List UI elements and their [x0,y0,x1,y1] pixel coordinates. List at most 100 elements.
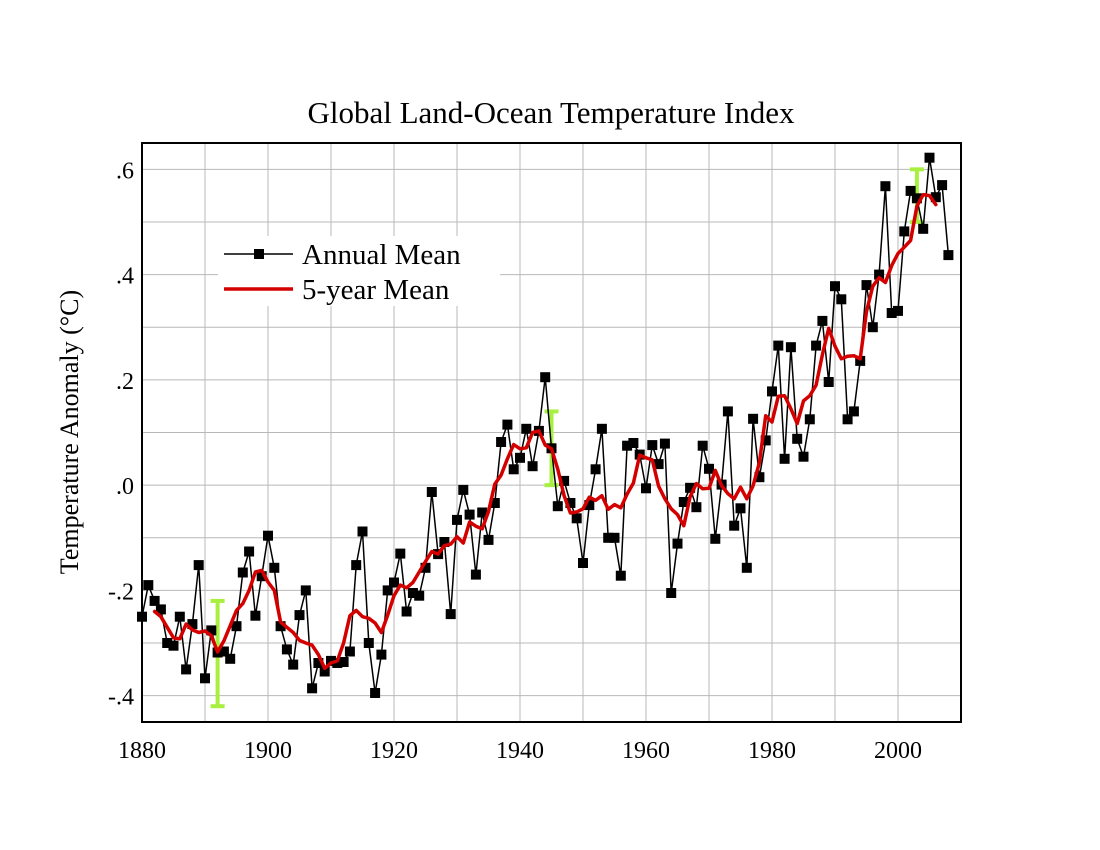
annual-mean-point [691,502,702,513]
annual-mean-point [508,464,519,475]
annual-mean-point [823,377,834,387]
plot-frame [141,142,962,723]
annual-mean-point [363,638,374,648]
annual-mean-point [603,532,614,543]
five-year-mean-line [152,192,938,671]
annual-mean-point [722,406,733,417]
annual-mean-point [275,621,286,632]
x-axis-tick-labels: 1880 1900 1920 1940 1960 1980 2000 [118,738,922,764]
annual-mean-point [861,280,872,291]
annual-mean-point [244,546,255,557]
annual-mean-point [874,269,885,280]
annual-mean-point [382,585,393,596]
annual-mean-point [659,438,670,449]
annual-mean-point [407,588,418,598]
chart-title: Global Land-Ocean Temperature Index [307,95,795,130]
annual-mean-point [515,452,525,463]
annual-mean-point [426,487,437,497]
annual-mean-point [288,659,299,670]
annual-mean-point [193,560,204,571]
annual-mean-point [836,294,847,305]
annual-mean-point [181,664,192,675]
annual-mean-point [748,413,759,424]
annual-mean-point [237,567,248,578]
annual-mean-point [452,514,462,525]
annual-mean-point [735,503,746,514]
annual-mean-point [754,472,765,483]
x-tick-label: 1880 [118,738,166,764]
annual-mean-point [798,451,809,462]
annual-mean-point [792,433,803,444]
annual-mean-point [905,185,916,196]
annual-mean-point [483,534,494,545]
legend-entry-annual-mean: Annual Mean [224,239,461,271]
legend-background [218,236,500,306]
series-5-year-mean [152,192,938,671]
x-tick-label: 1940 [496,738,544,764]
annual-mean-point [893,305,903,316]
annual-mean-point [880,181,891,192]
y-tick-label: -.2 [108,579,134,605]
annual-mean-point [596,423,607,434]
annual-mean-point [401,606,412,617]
annual-mean-point [294,610,305,621]
annual-mean-point [174,611,185,622]
annual-mean-point [162,638,173,648]
annual-mean-point [886,308,897,318]
annual-mean-point [559,475,570,486]
x-tick-label: 1900 [244,738,292,764]
annual-mean-point [389,577,399,588]
annual-mean-point [842,414,853,425]
annual-mean-point [830,281,840,292]
annual-mean-point [930,192,941,203]
annual-mean-point [521,423,532,434]
legend-annual-marker [254,249,264,259]
annual-mean-point [848,406,859,417]
series-annual-mean [137,152,954,698]
annual-mean-point [584,500,595,511]
annual-mean-point [256,571,267,582]
annual-mean-point [773,340,784,351]
annual-mean-point [326,655,336,666]
annual-mean-point [250,610,261,621]
annual-mean-point [811,340,822,351]
annual-mean-point [502,419,513,430]
annual-mean-point [338,657,349,667]
x-tick-label: 1960 [622,738,670,764]
x-tick-label: 1920 [370,738,418,764]
annual-mean-point [332,658,343,668]
annual-mean-point [307,683,318,694]
annual-mean-point [300,585,311,596]
annual-mean-point [269,562,280,573]
y-tick-label: -.4 [108,685,134,711]
annual-mean-point [206,625,217,636]
x-tick-label: 1980 [748,738,796,764]
annual-mean-point [911,193,922,204]
annual-mean-point [855,355,866,366]
annual-mean-point [319,666,330,677]
annual-mean-point [187,619,198,630]
annual-mean-point [924,152,935,163]
annual-mean-point [313,658,324,668]
y-tick-label: .4 [116,264,134,290]
annual-mean-point [200,673,210,684]
annual-mean-point [760,435,771,446]
annual-mean-point [395,548,406,559]
annual-mean-point [351,560,362,571]
annual-mean-point [439,537,450,547]
y-tick-label: .2 [116,369,134,395]
annual-mean-point [685,482,696,493]
annual-mean-point [704,463,714,474]
annual-mean-point [867,322,878,333]
annual-mean-point [609,532,620,543]
legend: Annual Mean 5-year Mean [218,236,500,306]
y-axis-tick-labels: -.4 -.2 .0 .2 .4 .6 [108,158,134,710]
annual-mean-point [370,688,381,698]
annual-mean-point [741,562,752,573]
annual-mean-point [565,498,576,508]
annual-mean-point [149,595,160,606]
legend-label-annual-mean: Annual Mean [302,239,461,271]
y-axis-label: Temperature Anomaly (°C) [55,290,84,574]
annual-mean-point [578,558,588,568]
